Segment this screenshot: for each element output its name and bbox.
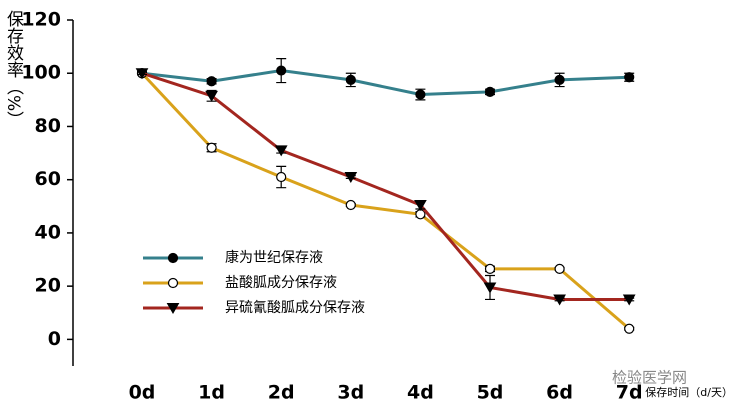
y-tick-label: 0 — [48, 328, 61, 350]
marker — [484, 263, 496, 274]
y-tick-label: 40 — [35, 221, 61, 243]
marker — [624, 72, 635, 83]
marker — [554, 74, 565, 85]
x-tick-label: 4d — [407, 382, 434, 404]
x-tick-label: 1d — [198, 382, 225, 404]
marker — [167, 252, 179, 264]
marker — [624, 323, 635, 334]
marker — [345, 199, 356, 211]
series-line — [140, 72, 631, 330]
y-tick-label: 60 — [35, 168, 61, 190]
series-line — [141, 71, 630, 301]
x-tick-label: 3d — [337, 382, 364, 404]
x-axis-label: 保存时间（d/天） — [645, 385, 733, 399]
marker — [553, 294, 566, 306]
marker — [276, 171, 287, 183]
legend-label: 盐酸胍成分保存液 — [225, 275, 337, 291]
marker — [415, 209, 426, 220]
x-tick-label: 5d — [477, 382, 504, 404]
marker — [166, 303, 180, 314]
x-tick-label: 6d — [546, 382, 573, 404]
marker — [135, 68, 149, 80]
marker — [274, 145, 288, 157]
watermark: 检验医学网 — [612, 369, 687, 387]
marker — [276, 65, 287, 76]
y-tick-label: 100 — [21, 62, 61, 84]
marker — [167, 277, 179, 289]
marker — [344, 172, 358, 184]
marker — [206, 142, 217, 153]
marker — [414, 199, 427, 211]
y-tick-label: 80 — [35, 115, 61, 137]
series-line — [141, 69, 630, 97]
marker — [415, 89, 426, 100]
marker — [484, 86, 496, 97]
marker — [483, 282, 497, 294]
marker — [345, 74, 356, 85]
marker — [622, 294, 636, 306]
legend-label: 异硫氰酸胍成分保存液 — [225, 300, 365, 316]
marker — [554, 263, 565, 274]
marker — [206, 76, 217, 87]
x-tick-label: 2d — [268, 382, 295, 404]
y-axis-label: 保存效率（%） — [3, 10, 24, 128]
x-tick-label: 7d — [616, 382, 643, 404]
marker — [205, 90, 218, 102]
legend-label: 康为世纪保存液 — [225, 249, 323, 266]
y-tick-label: 20 — [35, 275, 61, 297]
y-tick-label: 120 — [21, 9, 61, 31]
x-tick-label: 0d — [129, 382, 156, 404]
